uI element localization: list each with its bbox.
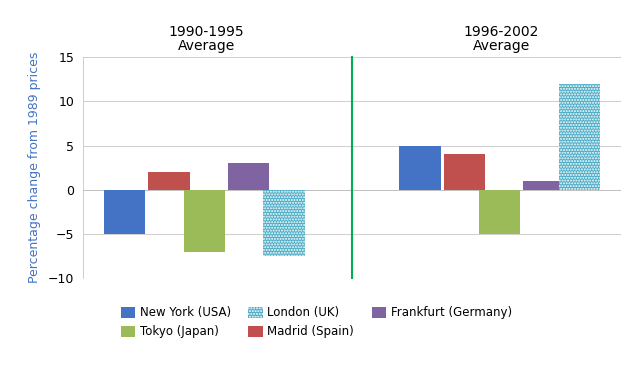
Bar [524,181,564,190]
Text: Average: Average [177,39,235,53]
Legend: New York (USA), Tokyo (Japan), London (UK), Madrid (Spain), Frankfurt (Germany): New York (USA), Tokyo (Japan), London (U… [116,302,516,343]
Bar [479,190,520,234]
Bar [399,146,440,190]
Bar [184,190,225,251]
Text: 1996-2002: 1996-2002 [464,26,539,40]
Bar [228,163,269,190]
Text: Average: Average [473,39,530,53]
Bar [264,190,305,256]
Bar [444,154,485,190]
Bar [148,172,189,190]
Bar [559,84,600,190]
Text: 1990-1995: 1990-1995 [168,26,244,40]
Bar [104,190,145,234]
Y-axis label: Percentage change from 1989 prices: Percentage change from 1989 prices [28,52,41,283]
